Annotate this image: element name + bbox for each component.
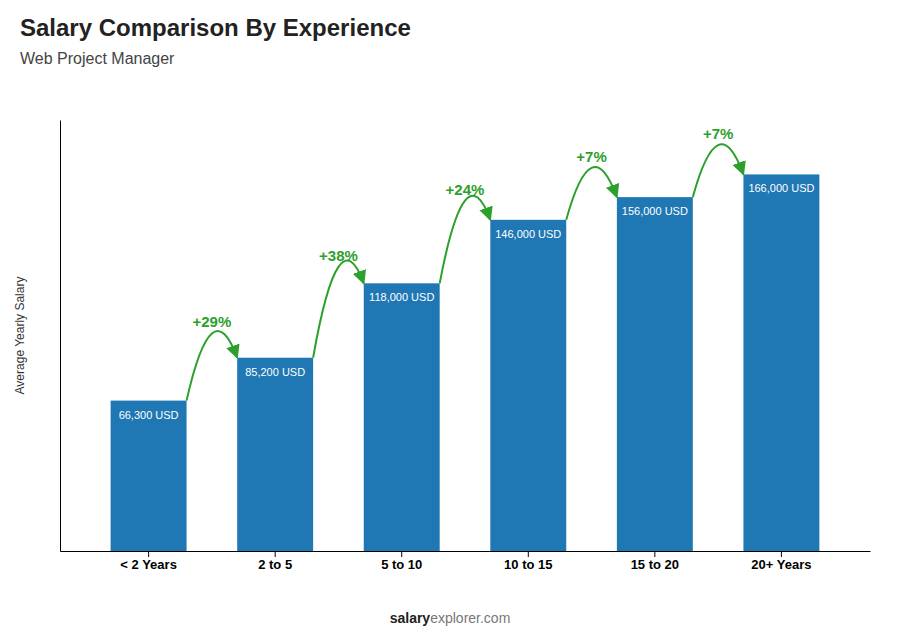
y-axis-line xyxy=(60,121,61,552)
subtitle: Web Project Manager xyxy=(20,50,175,67)
bars xyxy=(111,174,820,551)
change-label: +7% xyxy=(576,148,606,165)
x-tick: 20+ Years xyxy=(751,551,811,572)
value-labels: 66,300 USD 85,200 USD 118,000 USD 146,000 U… xyxy=(119,182,815,420)
value-label: 146,000 USD xyxy=(495,228,561,240)
footer: salaryexplorer.com xyxy=(390,610,511,626)
value-label: 85,200 USD xyxy=(245,366,305,378)
change-label: +24% xyxy=(446,181,485,198)
change-arrow xyxy=(566,167,617,220)
bar xyxy=(617,197,693,551)
y-axis-title: Average Yearly Salary xyxy=(13,277,27,395)
x-tick-label: 10 to 15 xyxy=(504,557,552,572)
footer-part: explorer.com xyxy=(430,610,510,626)
x-tick-label: 5 to 10 xyxy=(381,557,422,572)
x-tick: < 2 Years xyxy=(120,551,177,572)
x-tick-label: 2 to 5 xyxy=(258,557,292,572)
x-tick-mark xyxy=(528,551,529,557)
value-label: 118,000 USD xyxy=(369,291,434,303)
x-tick-label: 15 to 20 xyxy=(631,557,679,572)
y-axis xyxy=(60,121,61,552)
footer-part: salary xyxy=(390,610,431,626)
change-arrow xyxy=(187,331,238,401)
x-tick-mark xyxy=(401,551,402,557)
x-tick-label: < 2 Years xyxy=(120,557,177,572)
x-tick-mark xyxy=(654,551,655,557)
x-tick: 5 to 10 xyxy=(381,551,422,572)
x-tick-label: 20+ Years xyxy=(751,557,811,572)
bar xyxy=(743,174,819,551)
title: Salary Comparison By Experience xyxy=(20,14,411,41)
x-tick: 2 to 5 xyxy=(258,551,292,572)
chart: Salary Comparison By Experience Web Proje… xyxy=(0,0,900,641)
change-label: +29% xyxy=(192,313,231,330)
x-axis-line xyxy=(61,551,871,552)
bar xyxy=(111,401,187,551)
change-arrow xyxy=(440,196,491,284)
value-label: 156,000 USD xyxy=(622,205,688,217)
change-arrow xyxy=(313,260,364,357)
change-arrow xyxy=(693,144,744,197)
change-annotations: +29% +38% +24% +7% +7% xyxy=(187,125,744,400)
bar xyxy=(237,358,313,551)
x-tick-mark xyxy=(148,551,149,557)
x-tick-mark xyxy=(275,551,276,557)
x-tick-mark xyxy=(781,551,782,557)
change-label: +38% xyxy=(319,247,358,264)
bar xyxy=(364,283,440,551)
x-tick: 10 to 15 xyxy=(504,551,552,572)
value-label: 166,000 USD xyxy=(748,182,814,194)
x-axis: < 2 Years 2 to 5 5 to 10 10 to 15 15 to 20 20… xyxy=(61,551,871,572)
change-label: +7% xyxy=(703,125,733,142)
bar xyxy=(490,220,566,551)
value-label: 66,300 USD xyxy=(119,409,179,421)
x-tick: 15 to 20 xyxy=(631,551,679,572)
